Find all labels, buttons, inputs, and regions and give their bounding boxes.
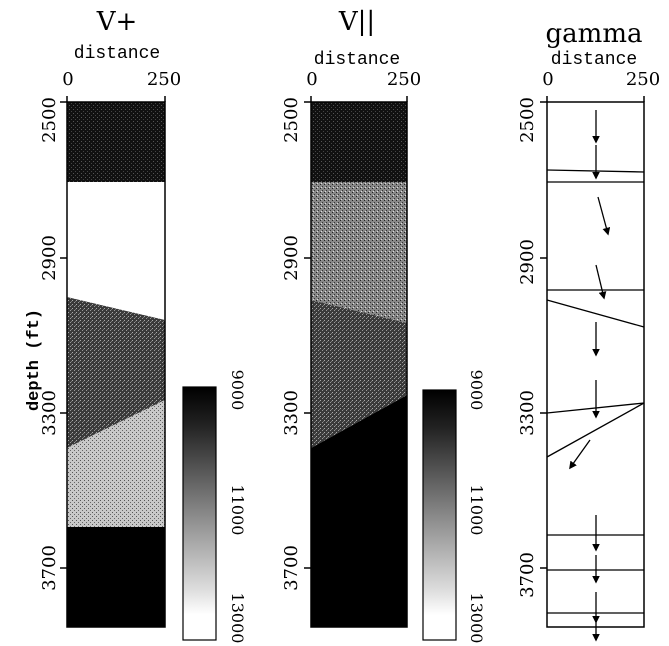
y-tick-label: 3300	[517, 390, 538, 436]
colorbar-tick-label: 11000	[228, 485, 247, 536]
panel-title: gamma	[546, 19, 643, 49]
panel-title: V+	[96, 7, 138, 37]
y-axis-ticks	[304, 96, 408, 569]
x-tick-label: 250	[147, 69, 181, 90]
colorbar-v-plus: 9000 11000 13000	[182, 370, 247, 644]
panel-v-plus: V+ distance 0 250 2500 2900 3300 3700	[39, 7, 181, 628]
y-tick-label: 2900	[517, 239, 538, 285]
colorbar-v-parallel: 9000 11000 13000	[422, 370, 486, 644]
arrow-icon	[597, 196, 611, 236]
v-parallel-section	[310, 101, 408, 628]
y-tick-label: 2900	[39, 235, 60, 281]
colorbar-tick-label: 9000	[228, 370, 247, 411]
colorbar-tick-label: 13000	[467, 593, 486, 644]
y-tick-label: 3300	[281, 390, 302, 436]
x-axis-label: distance	[314, 50, 400, 70]
panel-v-parallel: V|| distance 0 250 2500 2900 3300 3700	[281, 7, 421, 628]
y-tick-label: 3700	[39, 545, 60, 591]
x-axis-label: distance	[74, 44, 160, 64]
y-tick-label: 3700	[517, 552, 538, 598]
y-tick-label: 2500	[517, 97, 538, 143]
y-axis-label: depth (ft)	[25, 309, 44, 411]
gamma-section	[546, 101, 645, 642]
y-axis-ticks	[540, 96, 645, 569]
y-tick-label: 2900	[281, 235, 302, 281]
arrow-icon	[569, 439, 591, 470]
y-tick-label: 3700	[281, 545, 302, 591]
x-tick-label: 0	[62, 69, 73, 90]
colorbar-tick-label: 13000	[228, 593, 247, 644]
colorbar-tick-label: 11000	[467, 485, 486, 536]
y-tick-label: 2500	[281, 97, 302, 143]
x-tick-label: 0	[306, 69, 317, 90]
arrow-icon	[595, 264, 607, 300]
panel-title: V||	[338, 7, 375, 37]
y-tick-label: 2500	[39, 97, 60, 143]
y-tick-label: 3300	[39, 390, 60, 436]
x-tick-label: 250	[387, 69, 421, 90]
x-axis-label: distance	[551, 50, 637, 70]
y-axis-ticks	[60, 96, 166, 569]
panel-gamma: gamma distance 0 250	[517, 19, 660, 642]
x-tick-label: 0	[542, 69, 553, 90]
v-plus-section	[66, 101, 166, 628]
colorbar-tick-label: 9000	[467, 370, 486, 411]
x-tick-label: 250	[626, 69, 660, 90]
